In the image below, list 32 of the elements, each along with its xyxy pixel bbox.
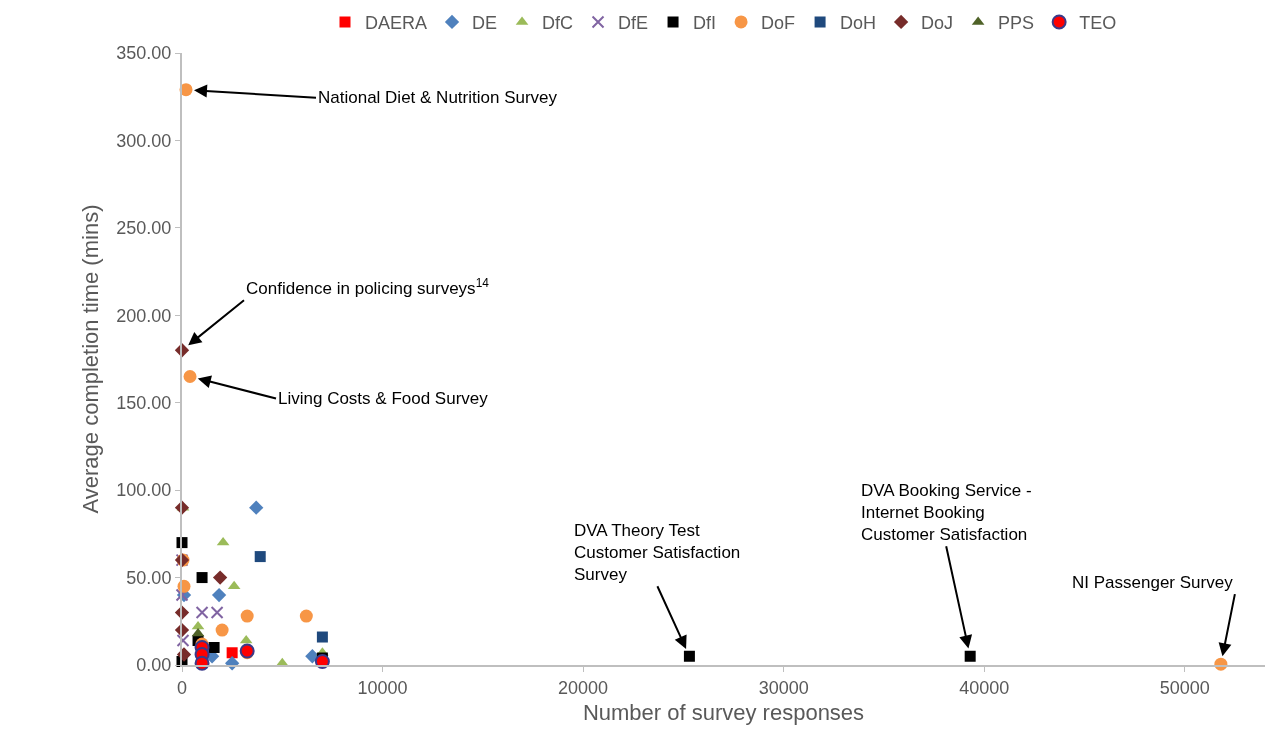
x-tick-label: 10000	[357, 677, 408, 698]
y-tick-label: 0.00	[136, 655, 172, 676]
y-axis-title: Average completion time (mins)	[77, 204, 103, 514]
x-tick-label: 50000	[1159, 677, 1210, 698]
annotation: DVA Booking Service - Internet Booking Customer Satisfaction	[861, 481, 1032, 545]
y-tick-label: 350.00	[116, 43, 172, 64]
legend-label: DfC	[542, 12, 574, 33]
y-tick-label: 200.00	[116, 305, 172, 326]
legend-label: DoJ	[921, 12, 954, 33]
legend-label: TEO	[1079, 12, 1117, 33]
x-tick-label: 30000	[758, 677, 809, 698]
legend-label: DE	[472, 12, 498, 33]
y-tick-label: 250.00	[116, 218, 172, 239]
x-tick-label: 40000	[959, 677, 1010, 698]
legend-label: PPS	[998, 12, 1035, 33]
annotation: National Diet & Nutrition Survey	[318, 88, 558, 107]
legend-label: DAERA	[365, 12, 428, 33]
annotation: Confidence in policing surveys$^{14}$	[246, 276, 490, 299]
x-tick-label: 20000	[558, 677, 609, 698]
legend-label: DoH	[840, 12, 877, 33]
y-tick-label: 300.00	[116, 130, 172, 151]
x-axis-title: Number of survey responses	[582, 700, 865, 725]
y-tick-label: 50.00	[126, 567, 172, 588]
x-tick-label: 0	[176, 677, 188, 698]
legend-label: DoF	[761, 12, 796, 33]
legend-label: DfI	[693, 12, 717, 33]
y-tick-label: 150.00	[116, 393, 172, 414]
annotation: NI Passenger Survey	[1072, 573, 1234, 592]
annotation: Living Costs & Food Survey	[278, 389, 489, 408]
y-tick-label: 100.00	[116, 480, 172, 501]
legend-label: DfE	[618, 12, 649, 33]
annotation: DVA Theory Test Customer Satisfaction Survey	[574, 521, 741, 585]
